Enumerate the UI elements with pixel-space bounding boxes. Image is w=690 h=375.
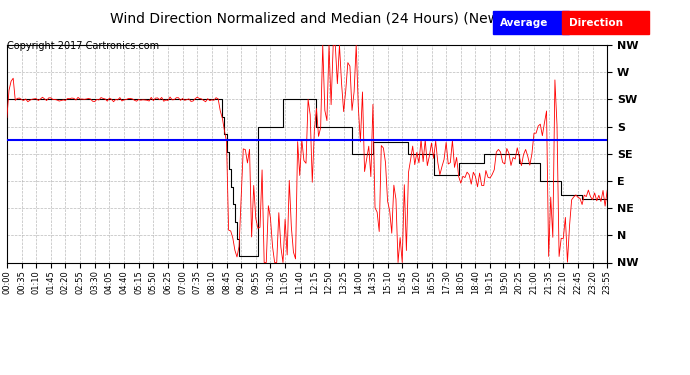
Text: Wind Direction Normalized and Median (24 Hours) (New) 20170721: Wind Direction Normalized and Median (24… [110, 11, 580, 25]
Text: Average: Average [500, 18, 549, 28]
Text: Copyright 2017 Cartronics.com: Copyright 2017 Cartronics.com [7, 41, 159, 51]
Text: Direction: Direction [569, 18, 623, 28]
